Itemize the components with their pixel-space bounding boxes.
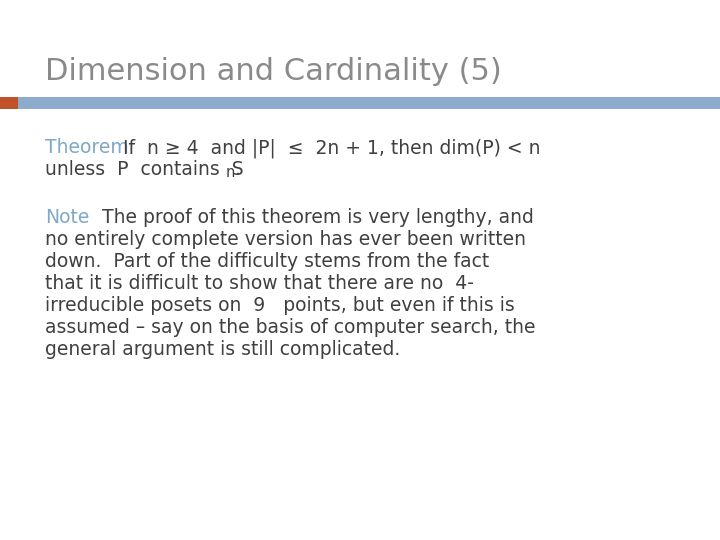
Text: that it is difficult to show that there are no  4-: that it is difficult to show that there … [45, 274, 474, 293]
Text: unless  P  contains  S: unless P contains S [45, 160, 243, 179]
Text: no entirely complete version has ever been written: no entirely complete version has ever be… [45, 230, 526, 249]
Text: Dimension and Cardinality (5): Dimension and Cardinality (5) [45, 57, 502, 86]
Text: irreducible posets on  9   points, but even if this is: irreducible posets on 9 points, but even… [45, 296, 515, 315]
Text: Note: Note [45, 208, 89, 227]
Text: .: . [235, 160, 241, 179]
Text: If  n ≥ 4  and |P|  ≤  2n + 1, then dim(P) < n: If n ≥ 4 and |P| ≤ 2n + 1, then dim(P) <… [123, 138, 541, 158]
Text: The proof of this theorem is very lengthy, and: The proof of this theorem is very length… [90, 208, 534, 227]
Text: general argument is still complicated.: general argument is still complicated. [45, 340, 400, 359]
Text: assumed – say on the basis of computer search, the: assumed – say on the basis of computer s… [45, 318, 536, 337]
Text: n: n [226, 165, 235, 180]
Text: Theorem: Theorem [45, 138, 129, 157]
Bar [0, 97, 720, 109]
Bar [0, 97, 18, 109]
Text: down.  Part of the difficulty stems from the fact: down. Part of the difficulty stems from … [45, 252, 490, 271]
